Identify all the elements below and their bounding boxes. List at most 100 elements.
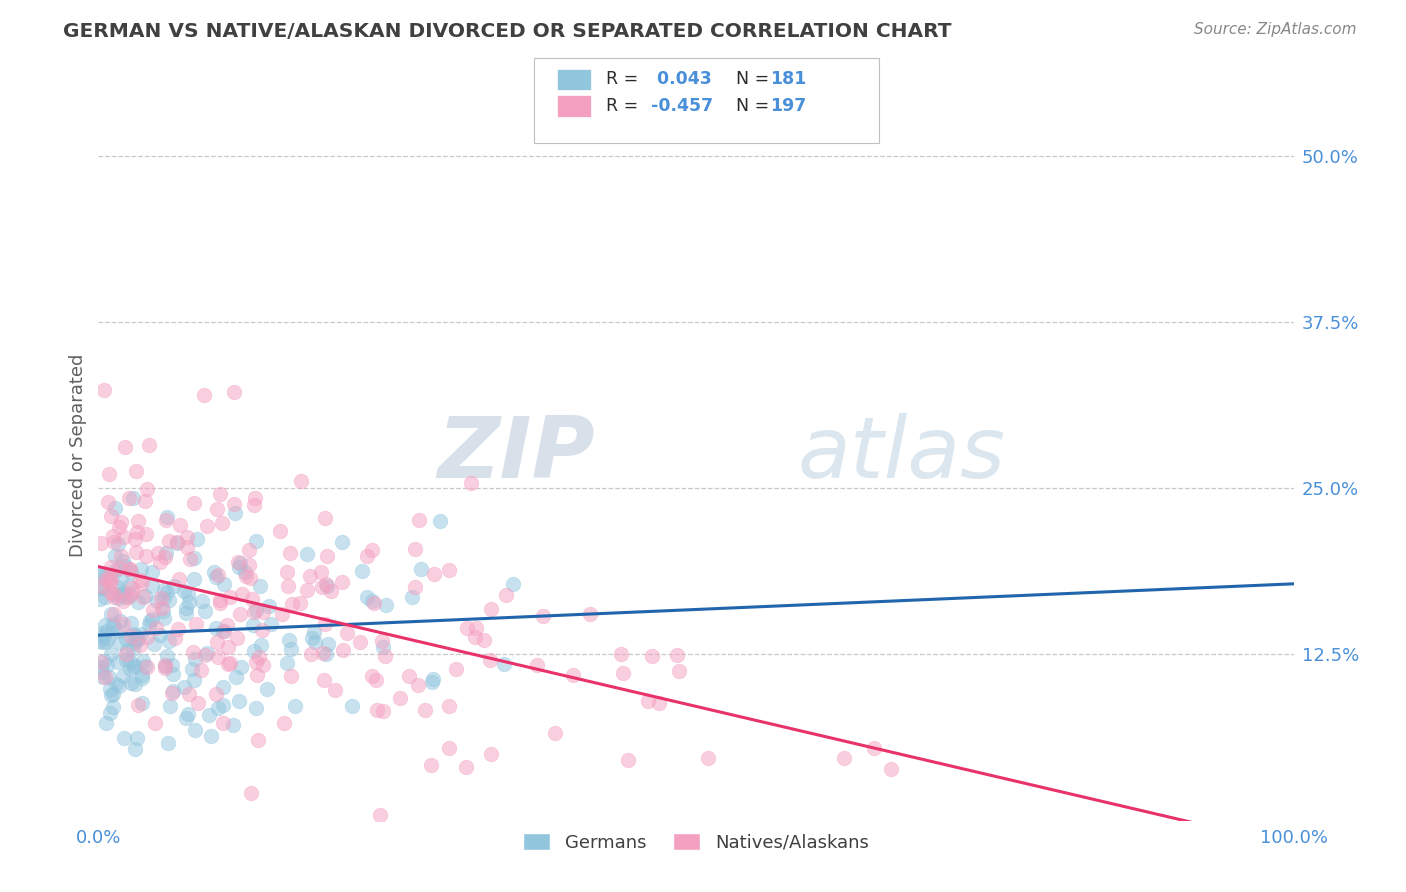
Point	[135, 630, 157, 644]
Point	[134, 659, 156, 673]
Point	[96, 658, 118, 673]
Point	[609, 648, 631, 662]
Point	[90, 634, 112, 648]
Point	[249, 649, 271, 664]
Point	[177, 706, 200, 721]
Point	[321, 584, 343, 599]
Point	[127, 698, 149, 713]
Point	[315, 579, 337, 593]
Point	[131, 668, 153, 682]
Point	[183, 496, 205, 510]
Point	[97, 571, 120, 585]
Point	[375, 598, 398, 612]
Point	[349, 635, 371, 649]
Point	[128, 574, 150, 588]
Point	[139, 614, 162, 628]
Point	[121, 586, 143, 600]
Point	[108, 679, 131, 693]
Point	[104, 564, 127, 578]
Point	[125, 524, 148, 539]
Point	[245, 700, 267, 714]
Point	[103, 607, 125, 621]
Point	[228, 607, 250, 621]
Point	[269, 524, 291, 538]
Point	[152, 582, 174, 597]
Point	[373, 648, 395, 663]
Point	[494, 657, 516, 672]
Point	[183, 551, 205, 566]
Point	[152, 604, 174, 618]
Point	[273, 716, 295, 731]
Point	[209, 593, 232, 607]
Point	[93, 383, 115, 397]
Point	[309, 565, 332, 579]
Point	[648, 696, 671, 710]
Point	[637, 694, 659, 708]
Text: ZIP: ZIP	[437, 413, 595, 497]
Point	[108, 614, 131, 628]
Point	[404, 581, 426, 595]
Point	[131, 671, 153, 685]
Point	[94, 572, 117, 586]
Point	[122, 491, 145, 505]
Point	[332, 574, 354, 589]
Point	[125, 545, 148, 559]
Point	[228, 560, 250, 574]
Point	[90, 535, 112, 549]
Point	[209, 596, 232, 610]
Text: Source: ZipAtlas.com: Source: ZipAtlas.com	[1194, 22, 1357, 37]
Text: GERMAN VS NATIVE/ALASKAN DIVORCED OR SEPARATED CORRELATION CHART: GERMAN VS NATIVE/ALASKAN DIVORCED OR SEP…	[63, 22, 952, 41]
Point	[112, 530, 135, 544]
Point	[531, 609, 554, 624]
Point	[209, 487, 232, 501]
Text: N =: N =	[725, 97, 775, 115]
Point	[299, 648, 322, 662]
Point	[115, 632, 138, 647]
Point	[439, 740, 461, 755]
Point	[156, 584, 179, 599]
Point	[281, 597, 304, 611]
Point	[91, 581, 114, 595]
Point	[177, 587, 200, 601]
Point	[148, 628, 170, 642]
Point	[118, 562, 141, 576]
Point	[214, 624, 236, 638]
Point	[371, 634, 394, 648]
Point	[156, 649, 179, 664]
Point	[91, 665, 114, 679]
Text: 181: 181	[770, 70, 807, 88]
Point	[863, 740, 886, 755]
Point	[96, 624, 118, 639]
Point	[312, 646, 335, 660]
Point	[122, 660, 145, 674]
Point	[104, 501, 127, 516]
Point	[364, 673, 387, 687]
Point	[250, 639, 273, 653]
Point	[93, 617, 115, 632]
Point	[276, 565, 298, 579]
Point	[460, 476, 482, 491]
Point	[880, 763, 903, 777]
Point	[124, 532, 146, 546]
Point	[225, 670, 247, 684]
Point	[406, 678, 429, 692]
Point	[697, 751, 720, 765]
Point	[166, 622, 188, 636]
Text: N =: N =	[725, 70, 775, 88]
Point	[173, 680, 195, 694]
Point	[89, 567, 111, 582]
Point	[141, 565, 163, 579]
Point	[129, 562, 152, 576]
Point	[212, 698, 235, 712]
Point	[190, 663, 212, 677]
Point	[153, 549, 176, 564]
Point	[112, 586, 135, 600]
Point	[101, 700, 124, 714]
Point	[420, 757, 443, 772]
Point	[125, 632, 148, 647]
Point	[502, 577, 524, 591]
Point	[180, 662, 202, 676]
Point	[277, 579, 299, 593]
Point	[120, 615, 142, 630]
Point	[174, 606, 197, 620]
